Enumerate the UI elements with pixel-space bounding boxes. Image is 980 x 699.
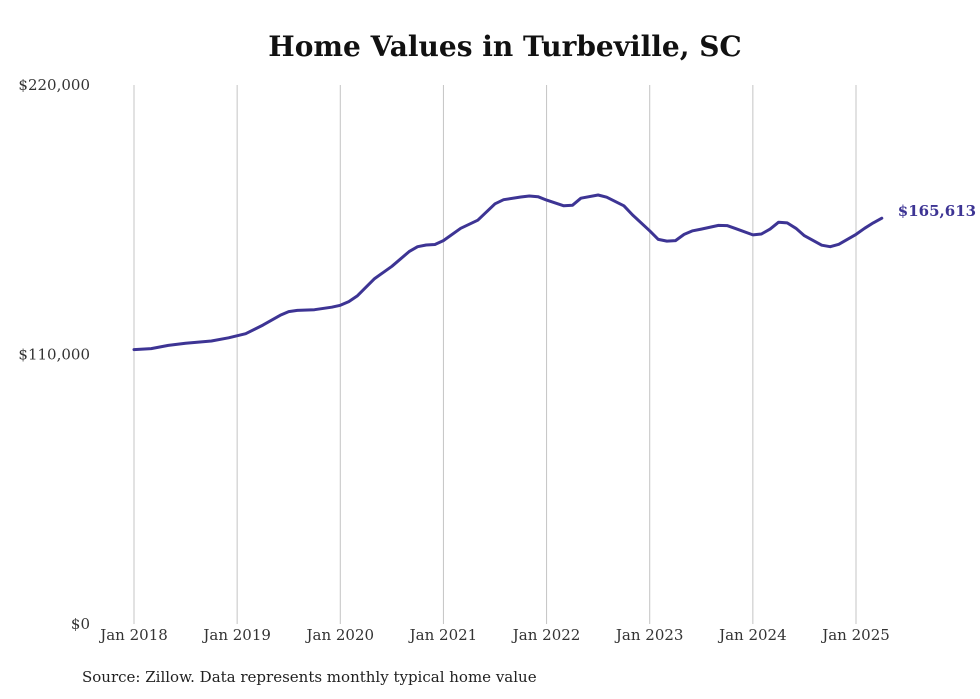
x-tick-label: Jan 2021: [408, 626, 478, 644]
source-note: Source: Zillow. Data represents monthly …: [82, 668, 537, 686]
y-tick-label: $220,000: [18, 76, 90, 94]
end-value-label: $165,613: [898, 202, 976, 220]
x-tick-label: Jan 2018: [98, 626, 168, 644]
chart-title: Home Values in Turbeville, SC: [268, 30, 742, 63]
y-tick-label: $110,000: [18, 346, 90, 364]
series-line: [132, 193, 884, 352]
y-tick-label: $0: [71, 615, 90, 633]
series-layer: $165,613: [132, 193, 976, 352]
x-tick-label: Jan 2022: [511, 626, 581, 644]
x-tick-label: Jan 2024: [717, 626, 787, 644]
x-axis: Jan 2018 Jan 2019 Jan 2020 Jan 2021 Jan 2022…: [98, 626, 890, 644]
x-tick-label: Jan 2023: [614, 626, 684, 644]
x-tick-label: Jan 2019: [201, 626, 271, 644]
x-tick-label: Jan 2020: [305, 626, 375, 644]
y-axis: $0 $110,000 $220,000: [18, 76, 90, 633]
x-tick-label: Jan 2025: [820, 626, 890, 644]
gridlines: [133, 85, 857, 624]
